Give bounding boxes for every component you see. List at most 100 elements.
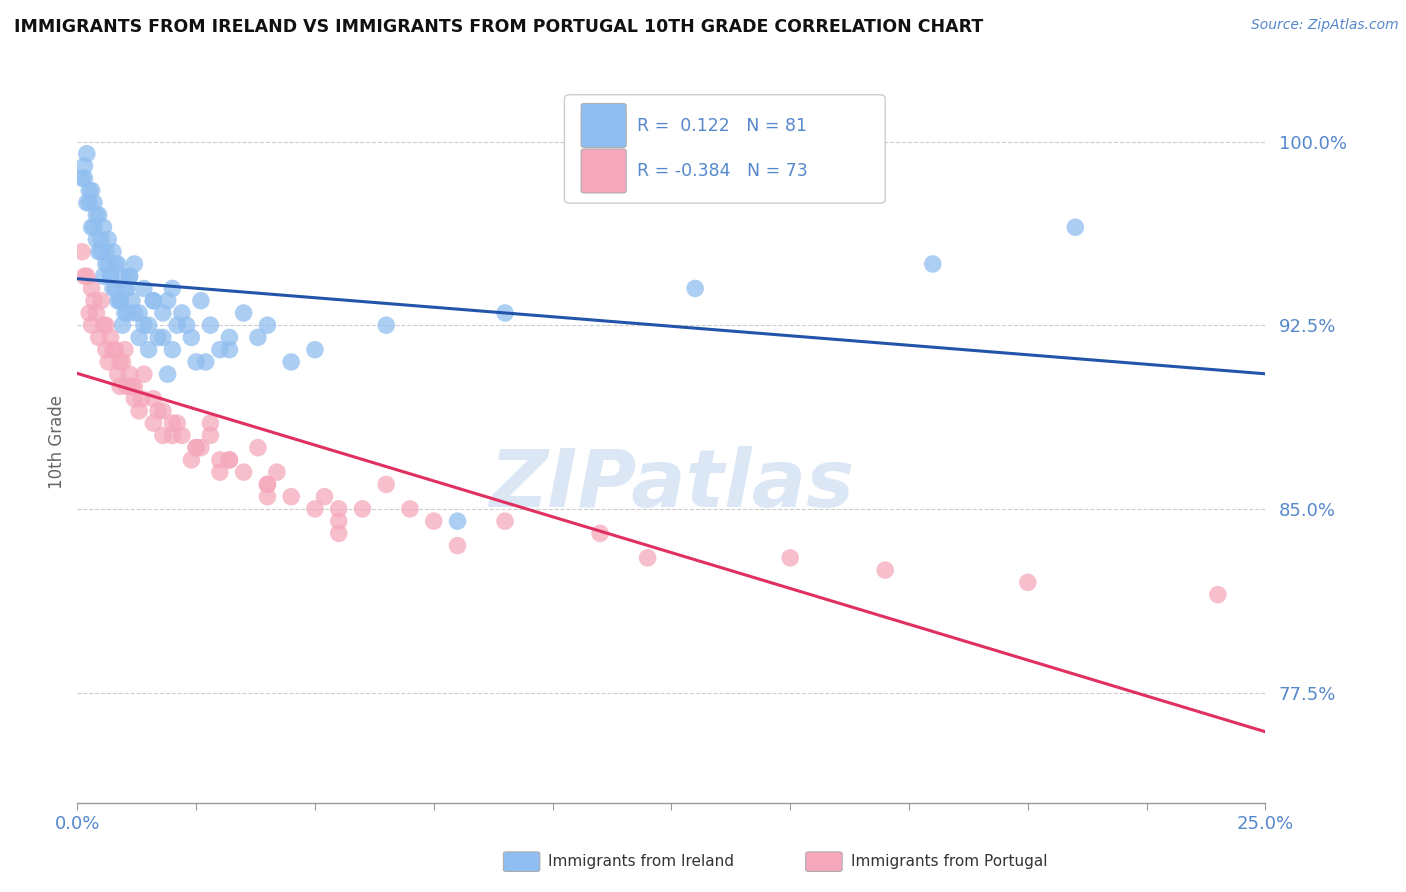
Point [190,293,212,308]
Point [304,502,326,516]
Point [446,539,468,553]
Point [256,477,278,491]
Point [256,477,278,491]
Point [232,306,254,320]
Point [194,355,217,369]
Point [142,293,165,308]
Point [101,244,124,259]
Point [423,514,446,528]
Point [921,257,943,271]
Point [132,281,155,295]
Point [186,355,208,369]
Point [76,195,98,210]
Point [104,343,127,357]
Point [589,526,612,541]
Point [94,318,117,333]
Point [246,441,269,455]
Text: Source: ZipAtlas.com: Source: ZipAtlas.com [1251,18,1399,32]
Point [100,269,122,284]
Point [208,453,231,467]
Point [128,404,150,418]
Point [162,281,184,295]
Point [446,514,468,528]
Point [124,306,146,320]
Point [100,269,122,284]
Point [218,343,240,357]
Point [208,465,231,479]
Point [87,244,110,259]
Point [637,550,659,565]
Point [162,428,184,442]
Point [115,379,138,393]
Point [328,526,350,541]
Point [170,428,193,442]
Point [218,453,240,467]
Point [121,379,143,393]
Text: IMMIGRANTS FROM IRELAND VS IMMIGRANTS FROM PORTUGAL 10TH GRADE CORRELATION CHART: IMMIGRANTS FROM IRELAND VS IMMIGRANTS FR… [14,18,983,36]
Point [94,244,117,259]
Point [104,257,127,271]
Point [73,171,96,186]
Point [83,220,105,235]
Point [166,416,188,430]
Point [132,318,155,333]
Point [218,330,240,344]
Text: R = -0.384   N = 73: R = -0.384 N = 73 [637,161,807,179]
Point [86,306,108,320]
Point [128,330,150,344]
Point [101,343,124,357]
Point [90,293,112,308]
Point [73,159,96,173]
FancyBboxPatch shape [581,149,626,193]
Point [80,220,103,235]
Point [314,490,336,504]
Point [107,293,129,308]
Point [70,244,93,259]
Point [186,441,208,455]
Y-axis label: 10th Grade: 10th Grade [48,394,66,489]
Point [138,343,160,357]
Point [328,502,350,516]
Point [152,306,174,320]
Point [73,269,96,284]
Point [86,208,108,222]
Point [118,269,141,284]
Point [76,146,98,161]
Point [1064,220,1087,235]
Point [131,392,153,406]
Point [779,550,801,565]
FancyBboxPatch shape [564,95,886,203]
Point [118,269,141,284]
Point [200,428,222,442]
Point [156,293,179,308]
Point [86,232,108,246]
Point [142,293,165,308]
Point [77,195,100,210]
Point [83,293,105,308]
Point [93,269,115,284]
Point [111,269,134,284]
Point [1206,588,1229,602]
Point [108,293,131,308]
Point [77,184,100,198]
Point [352,502,374,516]
Point [200,416,222,430]
Point [875,563,897,577]
Point [280,490,302,504]
Point [107,257,129,271]
Point [152,428,174,442]
Point [124,379,146,393]
Point [114,281,136,295]
Point [200,318,222,333]
Point [128,306,150,320]
Point [1017,575,1039,590]
Point [162,416,184,430]
Point [256,318,278,333]
Point [132,367,155,381]
Point [101,281,124,295]
Point [494,514,516,528]
Point [162,343,184,357]
Point [100,330,122,344]
Point [94,257,117,271]
Point [152,330,174,344]
